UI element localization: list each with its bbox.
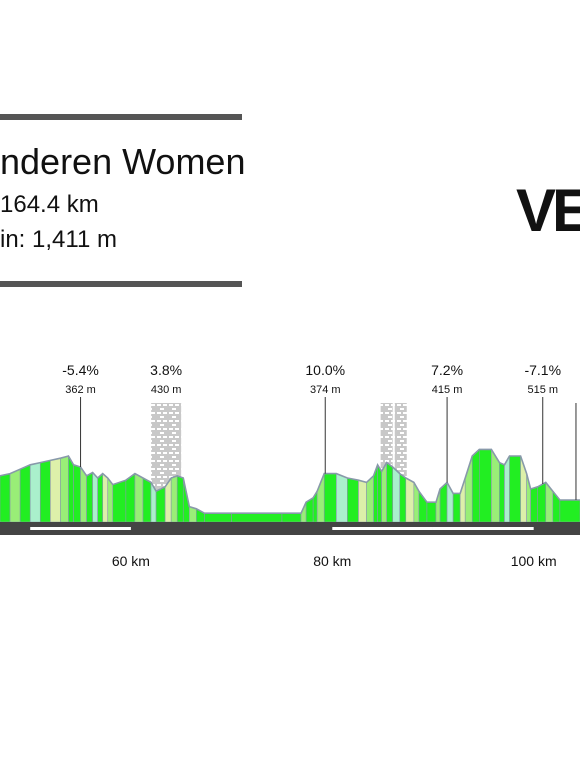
profile-segment — [509, 455, 521, 523]
profile-segment — [347, 477, 359, 523]
road-band — [0, 522, 580, 535]
profile-segment — [559, 499, 580, 523]
profile-segment — [499, 462, 505, 523]
elevation-gain: in: 1,411 m — [0, 226, 117, 253]
profile-segment — [405, 477, 415, 523]
profile-segment — [358, 479, 367, 523]
profile-segment — [366, 475, 374, 523]
climb-gradient: -5.4% — [62, 362, 99, 378]
header-top-rule — [0, 114, 242, 120]
x-tick-label: 100 km — [511, 553, 557, 569]
profile-segment — [170, 475, 178, 523]
profile-segment — [281, 512, 302, 523]
header-bottom-rule — [0, 281, 242, 287]
profile-segment — [479, 449, 492, 523]
brand-logo: VE — [516, 177, 580, 244]
race-distance: 164.4 km — [0, 191, 99, 218]
profile-segment — [530, 486, 539, 523]
profile-segment — [102, 472, 109, 523]
profile-segment — [50, 457, 61, 523]
climb-markers: -5.4% 362 m 3.8% 430 m 10.0% 374 m 7.2% 415 m -7… — [62, 362, 577, 500]
profile-segment — [112, 479, 127, 523]
km-stripe — [30, 527, 131, 530]
profile-segment — [392, 466, 401, 523]
profile-segment — [0, 473, 11, 523]
race-title: nderen Women — [0, 141, 246, 182]
climb-gradient: -7.1% — [524, 362, 561, 378]
profile-segment — [39, 460, 51, 523]
profile-segment — [9, 468, 21, 523]
profile-segment — [386, 462, 394, 523]
profile-segment — [155, 486, 166, 523]
km-stripe — [332, 527, 433, 530]
profile-segment — [97, 472, 104, 523]
climb-gradient: 3.8% — [150, 362, 182, 378]
profile-segment — [86, 471, 93, 523]
climb-elevation: 362 m — [65, 384, 96, 396]
profile-segment — [125, 473, 136, 523]
profile-segment — [231, 512, 283, 523]
profile-segment — [73, 464, 81, 523]
profile-segment — [377, 463, 382, 523]
climb-gradient: 7.2% — [431, 362, 463, 378]
road-band — [0, 522, 580, 535]
profile-segment — [92, 471, 98, 523]
climb-elevation: 515 m — [527, 384, 558, 396]
profile-segment — [134, 473, 144, 523]
elevation-profile-chart: -5.4% 362 m 3.8% 430 m 10.0% 374 m 7.2% 415 m -7… — [0, 362, 580, 569]
profile-segment — [204, 512, 232, 523]
climb-gradient: 10.0% — [305, 362, 345, 378]
profile-segment — [545, 481, 554, 523]
profile-segment — [452, 493, 461, 523]
km-stripe — [432, 527, 534, 530]
x-axis: 60 km 80 km 100 km — [112, 553, 557, 569]
profile-segment — [504, 454, 510, 523]
profile-segment — [142, 477, 152, 523]
climb-elevation: 374 m — [310, 384, 341, 396]
profile-segment — [323, 473, 337, 523]
profile-segment — [19, 464, 31, 523]
x-tick-label: 60 km — [112, 553, 150, 569]
profile-segment — [336, 473, 348, 523]
profile-segment — [399, 473, 407, 523]
profile-segment — [426, 501, 437, 523]
profile-segment — [29, 462, 41, 523]
profile-segment — [176, 475, 184, 523]
elevation-profile — [0, 448, 580, 523]
profile-segment — [68, 454, 74, 523]
climb-elevation: 415 m — [432, 384, 463, 396]
profile-outline — [0, 448, 580, 514]
profile-segment — [60, 455, 69, 523]
x-tick-label: 80 km — [313, 553, 351, 569]
profile-segment — [537, 481, 547, 523]
profile-segment — [471, 448, 480, 523]
climb-elevation: 430 m — [151, 384, 182, 396]
